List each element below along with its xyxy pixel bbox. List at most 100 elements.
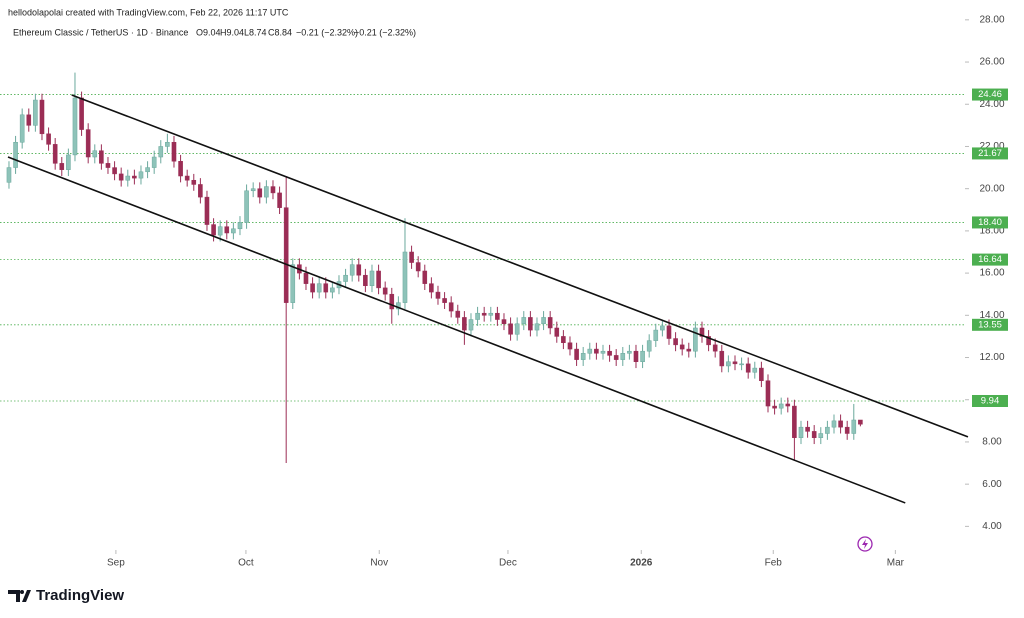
candle-body (105, 163, 111, 168)
candle-body (712, 344, 718, 352)
candle-body (831, 420, 837, 428)
level-tag (972, 216, 1008, 229)
candle-body (429, 283, 434, 293)
y-tick-label: 8.00 (982, 437, 1002, 448)
y-tick-label: 18.00 (979, 226, 1004, 237)
candle-body (376, 270, 381, 289)
candle-body (409, 251, 414, 263)
candle-body (59, 163, 65, 170)
candle-body (745, 363, 751, 373)
candle-body (191, 179, 197, 185)
candle-body (798, 426, 804, 438)
candle-body (237, 222, 243, 230)
candle-body (323, 283, 329, 293)
candle-body (646, 340, 652, 352)
candle-body (85, 129, 91, 158)
candle-body (389, 293, 395, 310)
candle-body (184, 175, 190, 181)
level-label: 21.67 (978, 148, 1002, 159)
candle-body (567, 342, 573, 350)
candle-body (693, 327, 698, 352)
candle-body (679, 344, 685, 350)
y-tick-label: 24.00 (979, 99, 1004, 110)
x-tick-label: Feb (765, 558, 783, 569)
level-tag (972, 318, 1008, 331)
candle-body (673, 338, 678, 346)
candle-body (633, 350, 639, 362)
candle-body (627, 350, 632, 354)
candle-body (290, 264, 296, 303)
candle-body (422, 270, 428, 284)
candle-body (851, 419, 857, 434)
candle-body (508, 323, 513, 335)
candle-body (640, 350, 645, 362)
candle-body (706, 336, 711, 346)
candle-body (264, 186, 269, 198)
candle-body (6, 167, 12, 183)
candle-body (653, 329, 659, 341)
candle-body (620, 353, 626, 360)
candle-body (33, 99, 38, 126)
candle-body (356, 264, 362, 276)
level-tag (972, 394, 1008, 407)
candle-body (198, 184, 203, 198)
y-tick-label: 28.00 (979, 14, 1004, 25)
candle-body (132, 175, 137, 179)
candle-body (402, 251, 408, 303)
y-tick-label: 22.00 (979, 141, 1004, 152)
candle-body (726, 361, 731, 367)
candle-body (455, 310, 461, 318)
candle-body (369, 270, 375, 287)
candle-body (468, 319, 474, 331)
candle-body (752, 367, 758, 373)
candle-body (785, 403, 791, 407)
candle-body (462, 317, 467, 331)
candle-body (838, 420, 843, 428)
x-tick-label: Dec (499, 558, 517, 569)
level-tag (972, 253, 1008, 266)
legend-value: −0.21 (−2.32%) (296, 27, 358, 37)
candle-body (594, 348, 599, 354)
x-tick-label: Nov (370, 558, 388, 569)
alert-bolt (862, 539, 868, 549)
candle-body (778, 403, 784, 409)
candle-body (580, 353, 586, 360)
candle-body (158, 146, 164, 158)
y-tick-label: 14.00 (979, 310, 1004, 321)
y-tick-label: 26.00 (979, 57, 1004, 68)
candle-body (547, 317, 553, 329)
candle-body (151, 156, 157, 168)
ohlc-legend: O9.04 H9.04 L8.74 C8.84 −0.21 (−2.32%)−0.21 … (196, 27, 416, 37)
brand-logo (8, 590, 31, 602)
level-tag (972, 88, 1008, 101)
candle-body (514, 323, 520, 335)
candle-body (554, 327, 560, 337)
level-label: 18.40 (978, 217, 1002, 228)
candle-body (528, 317, 533, 331)
candle-body (825, 426, 830, 434)
trend-line (7, 156, 906, 504)
candle-body (818, 433, 824, 438)
candle-body (19, 114, 25, 143)
candle-body (204, 196, 210, 225)
candle-body (224, 226, 230, 234)
candle-body (79, 97, 84, 130)
candle-body (72, 97, 78, 156)
candle-body (99, 150, 104, 164)
legend-value: C8.84 (268, 27, 292, 37)
candle-body (396, 302, 401, 310)
candle-body (475, 312, 480, 320)
y-tick-label: 4.00 (982, 521, 1002, 532)
candle-body (481, 312, 487, 316)
candle-body (607, 350, 612, 356)
candle-body (858, 419, 863, 425)
candle-body (488, 312, 494, 316)
candle-body (792, 405, 797, 438)
y-tick-label: 16.00 (979, 268, 1004, 279)
candle-body (805, 426, 810, 432)
x-tick-label: 2026 (630, 558, 653, 569)
candle-body (765, 380, 771, 407)
candle-body (178, 160, 183, 177)
candle-body (165, 141, 170, 147)
candle-body (310, 283, 315, 293)
